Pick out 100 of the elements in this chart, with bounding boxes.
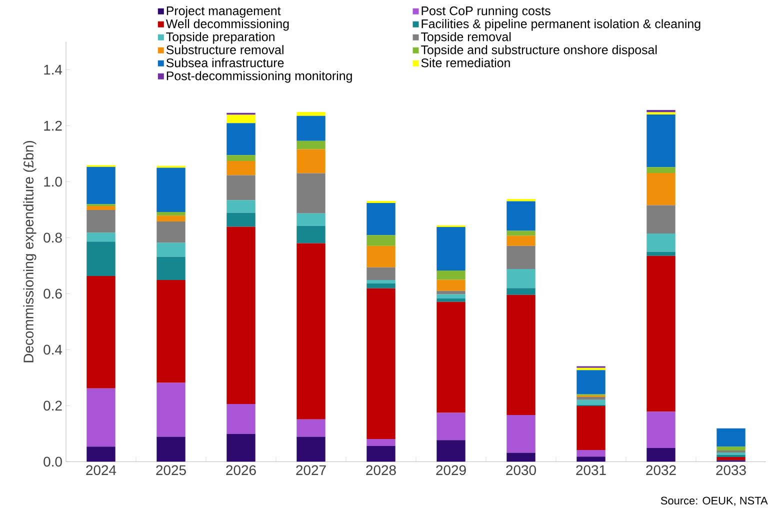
bar: [296, 419, 326, 437]
bar: [646, 412, 676, 448]
bar: [156, 280, 186, 383]
x-tick-label: 2028: [366, 465, 396, 476]
bar: [226, 155, 256, 161]
bar: [156, 382, 186, 437]
bar: [646, 173, 676, 206]
bar: [576, 368, 606, 370]
bar: [646, 114, 676, 168]
bar: [86, 276, 116, 388]
legend-label: Facilities & pipeline permanent isolation & cleaning: [422, 19, 700, 31]
bar: [296, 116, 326, 141]
bar: [86, 166, 116, 204]
bar: [646, 167, 676, 174]
bar: [156, 216, 186, 222]
bar: [646, 448, 676, 462]
bar: [646, 234, 676, 252]
bar: [506, 294, 536, 415]
bar: [366, 288, 396, 440]
legend-label: Post-decommissioning monitoring: [166, 71, 352, 83]
bar: [576, 450, 606, 457]
bar: [296, 112, 326, 116]
legend-label: Project management: [166, 6, 281, 18]
bar: [226, 175, 256, 200]
bar: [296, 140, 326, 150]
bar: [576, 456, 606, 462]
bar: [576, 397, 606, 400]
bar: [366, 283, 396, 288]
bar: [436, 440, 466, 462]
bar: [576, 406, 606, 450]
y-tick-label: 0.4: [44, 344, 62, 355]
bar: [436, 270, 466, 280]
y-tick-label: 0.6: [44, 288, 62, 299]
bar: [156, 256, 186, 280]
bar: [156, 242, 186, 257]
bar: [156, 221, 186, 243]
bar: [226, 200, 256, 213]
bar: [296, 243, 326, 420]
y-axis-title: Decommissioning expenditure (£bn): [23, 140, 36, 362]
y-tick-label: 1.0: [44, 176, 62, 187]
bar: [296, 173, 326, 214]
x-tick-label: 2029: [436, 465, 466, 476]
legend-label: Subsea infrastructure: [166, 58, 284, 68]
y-tick-label: 0.2: [44, 400, 62, 411]
bar: [296, 213, 326, 226]
y-tick-label: 1.2: [44, 120, 62, 131]
legend-label: Post CoP running costs: [422, 6, 550, 18]
bar: [716, 428, 746, 447]
bar: [226, 160, 256, 176]
bar: [716, 452, 746, 455]
bar: [716, 446, 746, 450]
bar: [366, 202, 396, 236]
x-tick-label: 2033: [716, 465, 746, 476]
bar: [226, 434, 256, 462]
bar: [226, 114, 256, 124]
bar: [156, 436, 186, 462]
bar: [576, 400, 606, 405]
legend-label: Topside removal: [421, 32, 511, 44]
bar: [436, 227, 466, 270]
bar: [226, 404, 256, 434]
bar: [506, 452, 536, 462]
x-tick-label: 2032: [646, 465, 676, 476]
legend-label: Site remediation: [421, 58, 510, 68]
y-tick-label: 0.0: [44, 456, 62, 467]
bar: [86, 206, 116, 210]
x-tick-label: 2027: [296, 465, 326, 476]
source-note: Source: OEUK, NSTA: [660, 496, 768, 506]
bar: [86, 446, 116, 462]
y-tick-label: 1.4: [44, 64, 62, 74]
bar: [296, 149, 326, 174]
bar: [506, 246, 536, 270]
bar: [506, 269, 536, 288]
bar: [506, 236, 536, 246]
bar: [436, 302, 466, 413]
bar: [86, 242, 116, 276]
bar: [86, 210, 116, 233]
bar: [506, 201, 536, 231]
bar: [436, 290, 466, 294]
bar: [226, 123, 256, 156]
bar: [506, 414, 536, 453]
bar: [506, 288, 536, 295]
bar: [156, 212, 186, 216]
bar: [366, 235, 396, 246]
bar: [296, 226, 326, 244]
bar: [366, 280, 396, 284]
bar: [646, 256, 676, 412]
bar: [436, 294, 466, 298]
bar: [366, 446, 396, 462]
bar: [646, 205, 676, 234]
bar: [576, 370, 606, 394]
x-tick-label: 2031: [576, 465, 606, 476]
bar: [436, 298, 466, 302]
bar: [716, 456, 746, 460]
bar: [86, 388, 116, 447]
bar: [226, 212, 256, 227]
bar: [156, 168, 186, 212]
bar: [86, 232, 116, 242]
bar: [226, 226, 256, 404]
x-tick-label: 2025: [156, 465, 186, 476]
legend-label: Topside preparation: [166, 32, 274, 44]
